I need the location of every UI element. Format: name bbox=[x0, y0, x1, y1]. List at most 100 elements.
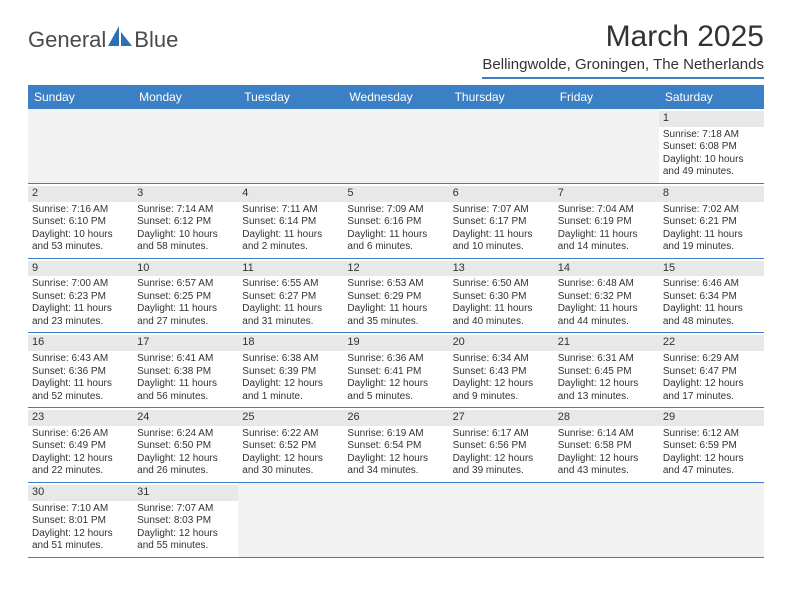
day-cell: 20Sunrise: 6:34 AMSunset: 6:43 PMDayligh… bbox=[449, 333, 554, 407]
daylight-line: Daylight: 12 hours and 22 minutes. bbox=[32, 453, 129, 478]
weekday-header-row: SundayMondayTuesdayWednesdayThursdayFrid… bbox=[28, 85, 764, 109]
sunset-line: Sunset: 6:10 PM bbox=[32, 216, 129, 229]
daylight-line: Daylight: 10 hours and 53 minutes. bbox=[32, 229, 129, 254]
daylight-line: Daylight: 11 hours and 27 minutes. bbox=[137, 303, 234, 328]
day-number: 27 bbox=[449, 410, 554, 426]
sunset-line: Sunset: 6:23 PM bbox=[32, 291, 129, 304]
sunset-line: Sunset: 6:58 PM bbox=[558, 440, 655, 453]
day-cell bbox=[343, 483, 448, 557]
day-cell: 22Sunrise: 6:29 AMSunset: 6:47 PMDayligh… bbox=[659, 333, 764, 407]
daylight-line: Daylight: 11 hours and 2 minutes. bbox=[242, 229, 339, 254]
day-cell: 5Sunrise: 7:09 AMSunset: 6:16 PMDaylight… bbox=[343, 184, 448, 258]
sunrise-line: Sunrise: 6:14 AM bbox=[558, 428, 655, 441]
sunrise-line: Sunrise: 6:55 AM bbox=[242, 278, 339, 291]
day-number: 3 bbox=[133, 186, 238, 202]
day-cell: 2 Sunrise: 7:16 AMSunset: 6:10 PMDaylight… bbox=[28, 184, 133, 258]
daylight-line: Daylight: 11 hours and 6 minutes. bbox=[347, 229, 444, 254]
day-cell: 17Sunrise: 6:41 AMSunset: 6:38 PMDayligh… bbox=[133, 333, 238, 407]
day-number: 18 bbox=[238, 335, 343, 351]
sunrise-line: Sunrise: 6:38 AM bbox=[242, 353, 339, 366]
sunrise-line: Sunrise: 7:04 AM bbox=[558, 204, 655, 217]
day-number: 9 bbox=[28, 261, 133, 277]
day-number: 29 bbox=[659, 410, 764, 426]
sunset-line: Sunset: 6:12 PM bbox=[137, 216, 234, 229]
daylight-line: Daylight: 12 hours and 1 minute. bbox=[242, 378, 339, 403]
day-cell bbox=[343, 109, 448, 183]
day-cell bbox=[238, 483, 343, 557]
sunset-line: Sunset: 6:56 PM bbox=[453, 440, 550, 453]
day-number: 30 bbox=[28, 485, 133, 501]
sunrise-line: Sunrise: 6:41 AM bbox=[137, 353, 234, 366]
day-cell: 12Sunrise: 6:53 AMSunset: 6:29 PMDayligh… bbox=[343, 259, 448, 333]
day-number: 5 bbox=[343, 186, 448, 202]
day-number: 31 bbox=[133, 485, 238, 501]
daylight-line: Daylight: 11 hours and 56 minutes. bbox=[137, 378, 234, 403]
day-number: 1 bbox=[659, 111, 764, 127]
sunrise-line: Sunrise: 6:26 AM bbox=[32, 428, 129, 441]
daylight-line: Daylight: 12 hours and 13 minutes. bbox=[558, 378, 655, 403]
sunrise-line: Sunrise: 6:29 AM bbox=[663, 353, 760, 366]
sunrise-line: Sunrise: 7:07 AM bbox=[137, 503, 234, 516]
location-text: Bellingwolde, Groningen, The Netherlands bbox=[482, 56, 764, 79]
sunrise-line: Sunrise: 6:48 AM bbox=[558, 278, 655, 291]
daylight-line: Daylight: 11 hours and 44 minutes. bbox=[558, 303, 655, 328]
day-cell: 23 Sunrise: 6:26 AMSunset: 6:49 PMDayligh… bbox=[28, 408, 133, 482]
day-cell: 3 Sunrise: 7:14 AMSunset: 6:12 PMDaylight… bbox=[133, 184, 238, 258]
day-cell bbox=[554, 483, 659, 557]
day-cell: 6Sunrise: 7:07 AMSunset: 6:17 PMDaylight… bbox=[449, 184, 554, 258]
day-cell: 31Sunrise: 7:07 AMSunset: 8:03 PMDayligh… bbox=[133, 483, 238, 557]
logo-text-general: General bbox=[28, 27, 106, 53]
sunset-line: Sunset: 8:01 PM bbox=[32, 515, 129, 528]
week-row: 23 Sunrise: 6:26 AMSunset: 6:49 PMDayligh… bbox=[28, 408, 764, 483]
sunrise-line: Sunrise: 7:16 AM bbox=[32, 204, 129, 217]
day-number: 23 bbox=[28, 410, 133, 426]
week-row: 1Sunrise: 7:18 AMSunset: 6:08 PMDaylight… bbox=[28, 109, 764, 184]
sunset-line: Sunset: 6:49 PM bbox=[32, 440, 129, 453]
day-cell: 21Sunrise: 6:31 AMSunset: 6:45 PMDayligh… bbox=[554, 333, 659, 407]
day-cell: 26Sunrise: 6:19 AMSunset: 6:54 PMDayligh… bbox=[343, 408, 448, 482]
sunset-line: Sunset: 6:21 PM bbox=[663, 216, 760, 229]
daylight-line: Daylight: 11 hours and 31 minutes. bbox=[242, 303, 339, 328]
sunset-line: Sunset: 6:50 PM bbox=[137, 440, 234, 453]
day-cell bbox=[449, 483, 554, 557]
day-number: 20 bbox=[449, 335, 554, 351]
day-number: 2 bbox=[28, 186, 133, 202]
day-number: 24 bbox=[133, 410, 238, 426]
day-cell bbox=[659, 483, 764, 557]
sunrise-line: Sunrise: 6:46 AM bbox=[663, 278, 760, 291]
sunrise-line: Sunrise: 7:09 AM bbox=[347, 204, 444, 217]
sunrise-line: Sunrise: 6:53 AM bbox=[347, 278, 444, 291]
sunrise-line: Sunrise: 6:50 AM bbox=[453, 278, 550, 291]
daylight-line: Daylight: 11 hours and 48 minutes. bbox=[663, 303, 760, 328]
sunset-line: Sunset: 8:03 PM bbox=[137, 515, 234, 528]
daylight-line: Daylight: 11 hours and 10 minutes. bbox=[453, 229, 550, 254]
daylight-line: Daylight: 11 hours and 35 minutes. bbox=[347, 303, 444, 328]
sunset-line: Sunset: 6:45 PM bbox=[558, 366, 655, 379]
day-cell: 14Sunrise: 6:48 AMSunset: 6:32 PMDayligh… bbox=[554, 259, 659, 333]
day-number: 4 bbox=[238, 186, 343, 202]
weekday-header: Sunday bbox=[28, 85, 133, 109]
title-block: March 2025 Bellingwolde, Groningen, The … bbox=[482, 20, 764, 79]
logo-text-blue: Blue bbox=[134, 27, 178, 53]
daylight-line: Daylight: 10 hours and 58 minutes. bbox=[137, 229, 234, 254]
sunrise-line: Sunrise: 7:10 AM bbox=[32, 503, 129, 516]
sunset-line: Sunset: 6:38 PM bbox=[137, 366, 234, 379]
day-cell bbox=[133, 109, 238, 183]
day-cell bbox=[554, 109, 659, 183]
daylight-line: Daylight: 11 hours and 19 minutes. bbox=[663, 229, 760, 254]
sunrise-line: Sunrise: 6:17 AM bbox=[453, 428, 550, 441]
daylight-line: Daylight: 12 hours and 9 minutes. bbox=[453, 378, 550, 403]
daylight-line: Daylight: 11 hours and 23 minutes. bbox=[32, 303, 129, 328]
day-cell: 10Sunrise: 6:57 AMSunset: 6:25 PMDayligh… bbox=[133, 259, 238, 333]
sunset-line: Sunset: 6:27 PM bbox=[242, 291, 339, 304]
sunrise-line: Sunrise: 7:02 AM bbox=[663, 204, 760, 217]
month-title: March 2025 bbox=[482, 20, 764, 54]
sunset-line: Sunset: 6:52 PM bbox=[242, 440, 339, 453]
day-cell bbox=[238, 109, 343, 183]
sunset-line: Sunset: 6:32 PM bbox=[558, 291, 655, 304]
sunrise-line: Sunrise: 7:14 AM bbox=[137, 204, 234, 217]
day-cell: 15Sunrise: 6:46 AMSunset: 6:34 PMDayligh… bbox=[659, 259, 764, 333]
day-number: 15 bbox=[659, 261, 764, 277]
sunset-line: Sunset: 6:14 PM bbox=[242, 216, 339, 229]
day-cell: 4Sunrise: 7:11 AMSunset: 6:14 PMDaylight… bbox=[238, 184, 343, 258]
